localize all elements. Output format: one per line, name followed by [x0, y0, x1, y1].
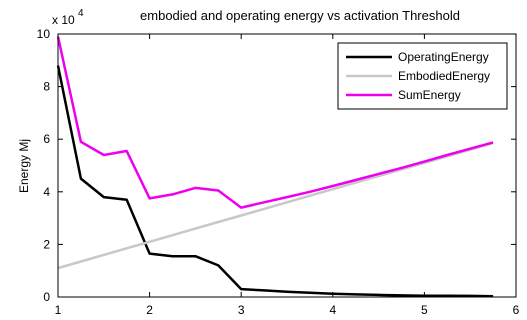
series-line-embodiedenergy [57, 141, 494, 270]
x-tick-label: 4 [329, 303, 336, 317]
y-axis-label: Energy Mj [17, 139, 31, 193]
y-tick-label: 0 [43, 290, 50, 304]
x-tick-label: 2 [146, 303, 153, 317]
series-layer [56, 36, 494, 298]
x-tick-label: 6 [513, 303, 520, 317]
y-tick-label: 10 [37, 27, 51, 41]
legend-label-embodiedenergy: EmbodiedEnergy [398, 69, 490, 83]
legend-label-sumenergy: SumEnergy [398, 88, 461, 102]
chart-title: embodied and operating energy vs activat… [140, 8, 460, 23]
legend-label-operatingenergy: OperatingEnergy [398, 50, 489, 64]
plot-frame [57, 33, 517, 298]
series-line-operatingenergy [56, 65, 494, 298]
y-tick-label: 2 [43, 237, 50, 251]
series-line-sumenergy [56, 36, 494, 209]
y-exponent-power: 4 [78, 8, 84, 19]
y-tick-label: 4 [43, 185, 50, 199]
x-tick-label: 1 [55, 303, 62, 317]
y-tick-label: 8 [43, 80, 50, 94]
y-tick-label: 6 [43, 132, 50, 146]
x-tick-label: 3 [238, 303, 245, 317]
legend: OperatingEnergy EmbodiedEnergy SumEnergy [337, 42, 508, 110]
y-exponent-base: x 10 [52, 13, 75, 27]
x-tick-label: 5 [421, 303, 428, 317]
